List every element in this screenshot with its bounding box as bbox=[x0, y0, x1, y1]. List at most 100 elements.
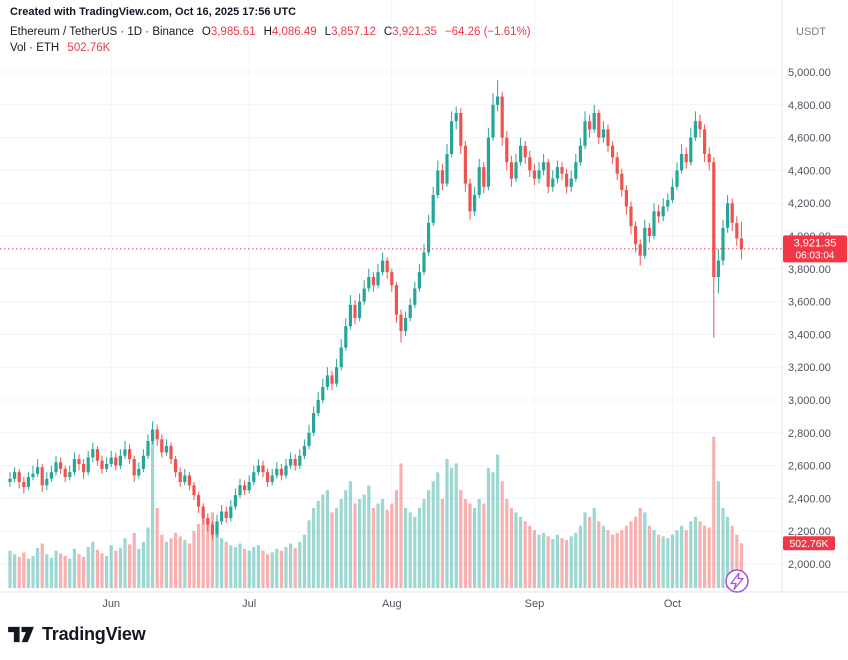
volume-bar bbox=[661, 536, 665, 588]
volume-bar bbox=[367, 485, 371, 588]
volume-bar bbox=[279, 550, 283, 588]
candle-body bbox=[569, 178, 573, 187]
volume-bar bbox=[739, 543, 743, 588]
volume-bar bbox=[684, 530, 688, 588]
candle-body bbox=[463, 145, 467, 184]
volume-bar bbox=[261, 550, 265, 588]
candle-body bbox=[583, 121, 587, 146]
candle-body bbox=[151, 429, 155, 441]
volume-bar bbox=[721, 507, 725, 588]
volume-bar bbox=[597, 521, 601, 588]
candle-body bbox=[634, 226, 638, 245]
candle-body bbox=[509, 162, 513, 179]
last-price-badge bbox=[783, 235, 847, 263]
volume-bar bbox=[233, 547, 237, 588]
candle-body bbox=[666, 199, 670, 207]
candle-body bbox=[546, 162, 550, 187]
candle-body bbox=[307, 432, 311, 446]
candle-body bbox=[261, 465, 265, 473]
volume-bar bbox=[606, 530, 610, 588]
volume-bar bbox=[123, 538, 127, 588]
time-axis-label: Oct bbox=[664, 598, 681, 610]
volume-title: Vol · ETH bbox=[10, 42, 60, 54]
volume-bar bbox=[45, 554, 49, 588]
candle-body bbox=[555, 167, 559, 179]
candle-body bbox=[698, 121, 702, 130]
candle-body bbox=[224, 511, 228, 519]
candle-body bbox=[256, 465, 260, 473]
candle-body bbox=[693, 121, 697, 138]
tradingview-wordmark: TradingView bbox=[42, 624, 146, 644]
price-axis-label: 4,400.00 bbox=[788, 165, 831, 177]
candle-body bbox=[72, 459, 76, 473]
volume-bar bbox=[647, 525, 651, 588]
volume-bar bbox=[293, 547, 297, 588]
candle-body bbox=[266, 472, 270, 482]
candle-body bbox=[459, 113, 463, 146]
volume-bar bbox=[36, 547, 40, 588]
volume-bar bbox=[730, 525, 734, 588]
candle-body bbox=[289, 459, 293, 466]
volume-bar bbox=[574, 532, 578, 588]
volume-bar bbox=[17, 556, 21, 588]
volume-bar bbox=[569, 536, 573, 588]
candle-body bbox=[436, 170, 440, 195]
volume-bar bbox=[31, 555, 35, 588]
volume-bar bbox=[638, 507, 642, 588]
volume-bar bbox=[247, 550, 251, 588]
candle-body bbox=[243, 485, 247, 491]
candle-body bbox=[63, 468, 67, 478]
candle-body bbox=[210, 524, 214, 535]
candle-body bbox=[542, 162, 546, 171]
candle-body bbox=[385, 260, 389, 273]
candle-body bbox=[578, 145, 582, 163]
candle-body bbox=[298, 455, 302, 466]
candle-body bbox=[238, 485, 242, 496]
candle-body bbox=[325, 375, 329, 387]
candle-body bbox=[169, 445, 173, 460]
volume-bar bbox=[588, 516, 592, 588]
volume-bar bbox=[675, 530, 679, 588]
candle-body bbox=[91, 449, 95, 458]
candle-body bbox=[624, 190, 628, 207]
candle-body bbox=[684, 154, 688, 163]
tradingview-logo[interactable]: TradingView bbox=[8, 624, 146, 645]
quote-currency-label: USDT bbox=[796, 26, 826, 38]
candle-body bbox=[22, 482, 26, 487]
candle-body bbox=[26, 477, 30, 487]
candle-body bbox=[592, 113, 596, 130]
candle-body bbox=[321, 386, 325, 400]
volume-bar bbox=[187, 543, 191, 588]
candle-body bbox=[629, 206, 633, 227]
candle-body bbox=[560, 167, 564, 174]
candle-body bbox=[358, 301, 362, 318]
volume-bar bbox=[224, 541, 228, 588]
candle-body bbox=[523, 145, 527, 158]
volume-bar bbox=[344, 490, 348, 588]
volume-bar bbox=[459, 490, 463, 588]
boost-button[interactable] bbox=[725, 569, 749, 593]
candle-body bbox=[505, 137, 509, 163]
volume-bar bbox=[312, 507, 316, 588]
candle-body bbox=[735, 222, 739, 239]
volume-bar bbox=[339, 499, 343, 588]
high-label: H bbox=[263, 26, 272, 38]
volume-legend: Vol · ETH 502.76K bbox=[10, 42, 110, 54]
volume-bar bbox=[174, 532, 178, 588]
volume-bar bbox=[703, 525, 707, 588]
volume-bar bbox=[565, 539, 569, 588]
volume-bar bbox=[408, 512, 412, 588]
volume-bar bbox=[624, 525, 628, 588]
candle-body bbox=[367, 277, 371, 289]
lightning-icon[interactable] bbox=[730, 572, 744, 591]
price-axis-label: 3,000.00 bbox=[788, 395, 831, 407]
volume-bar bbox=[302, 534, 306, 588]
candle-body bbox=[500, 96, 504, 138]
volume-bar bbox=[26, 558, 30, 588]
candle-body bbox=[528, 157, 532, 171]
candle-body bbox=[339, 347, 343, 368]
volume-bar bbox=[560, 538, 564, 588]
volume-bar bbox=[330, 512, 334, 588]
volume-bar bbox=[68, 558, 72, 588]
